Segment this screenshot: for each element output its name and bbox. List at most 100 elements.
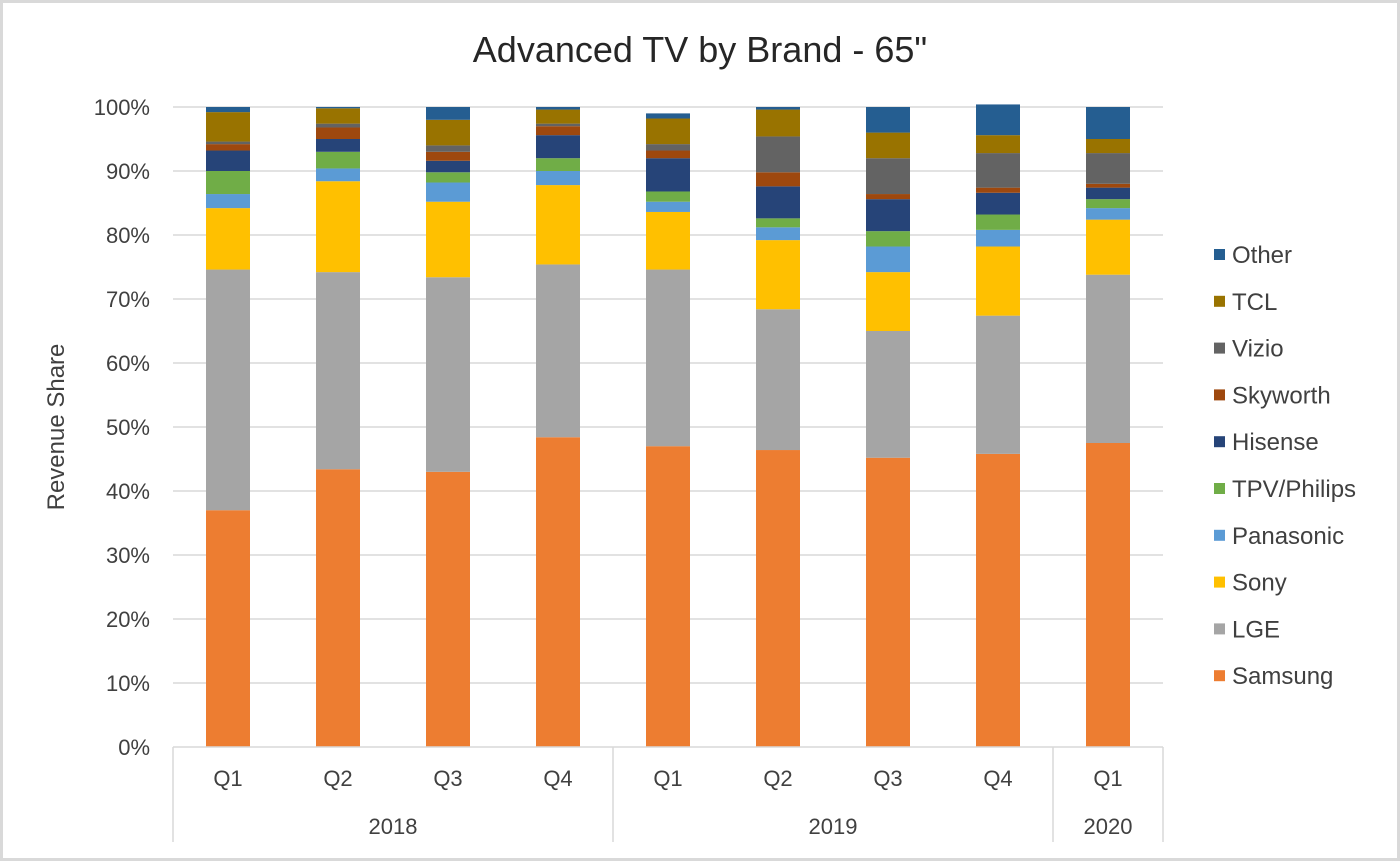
bar-segment-panasonic [756,227,800,241]
bar-segment-skyworth [756,172,800,187]
year-group-label: 2020 [1084,814,1133,839]
bar-segment-tpv-philips [976,214,1020,230]
bar-segment-sony [316,181,360,273]
bar-segment-skyworth [976,187,1020,193]
legend-item: Sony [1214,570,1287,597]
legend-label: Hisense [1232,429,1319,456]
x-tick-label: Q1 [653,766,682,791]
bar-segment-hisense [1086,187,1130,200]
y-tick-label: 40% [106,479,150,504]
bar-segment-hisense [536,135,580,159]
bar-segment-hisense [976,192,1020,215]
bar-segment-tpv-philips [756,218,800,228]
bar-segment-vizio [646,144,690,151]
x-tick-label: Q3 [433,766,462,791]
legend-swatch [1214,249,1225,260]
bar-segment-hisense [426,160,470,173]
legend-item: Hisense [1214,429,1319,456]
bar-segment-other [866,107,910,133]
legend-item: Panasonic [1214,523,1344,550]
bar-segment-panasonic [316,168,360,182]
bar-segment-hisense [316,139,360,152]
chart-title: Advanced TV by Brand - 65" [473,29,927,70]
y-tick-label: 30% [106,543,150,568]
bar-segment-panasonic [206,194,250,209]
x-tick-label: Q4 [543,766,572,791]
bar-segment-lge [756,309,800,451]
bar-segment-other [426,107,470,120]
year-group-label: 2018 [369,814,418,839]
y-tick-label: 90% [106,159,150,184]
legend-label: Other [1232,242,1292,269]
bar-segment-skyworth [206,144,250,151]
bar-segment-lge [206,269,250,511]
axes: 0% 10% 20% 30% 40% 50% 60% 70% 80% 90% 100% Q1 Q2 Q3 Q… [94,95,1164,842]
bar-segment-samsung [536,437,580,747]
bar-segment-panasonic [536,171,580,186]
legend-item: TCL [1214,289,1277,316]
y-tick-label: 100% [94,95,150,120]
bar-segment-skyworth [536,126,580,136]
bar-segment-skyworth [426,151,470,161]
x-tick-label: Q4 [983,766,1012,791]
legend-item: Other [1214,242,1292,269]
bar-segment-other [976,104,1020,136]
bar-segment-other [206,107,250,113]
bar-segment-skyworth [316,127,360,139]
legend-swatch [1214,295,1225,307]
bar-segment-skyworth [1086,183,1130,188]
bar-segment-lge [976,315,1020,454]
year-group-label: 2019 [809,814,858,839]
bar-segment-tcl [316,108,360,124]
legend-swatch [1214,529,1225,541]
legend-item: TPV/Philips [1214,476,1356,503]
bar-segment-panasonic [426,182,470,202]
bar-segment-lge [866,331,910,458]
bar-segment-sony [206,208,250,270]
bar-segment-hisense [646,158,690,192]
y-tick-label: 10% [106,671,150,696]
x-tick-label: Q1 [213,766,242,791]
legend-label: Samsung [1232,663,1333,690]
bar-segment-hisense [206,150,250,171]
legend-swatch [1214,342,1225,354]
bar-segment-sony [976,246,1020,316]
legend-item: Skyworth [1214,382,1331,409]
legend-label: Skyworth [1232,382,1331,409]
bar-segment-sony [866,272,910,331]
y-tick-label: 50% [106,415,150,440]
bar-segment-lge [426,277,470,472]
bar-segment-other [1086,107,1130,139]
x-tick-label: Q1 [1093,766,1122,791]
bar-segment-lge [646,269,690,447]
bar-segment-tcl [206,112,250,142]
legend-item: Vizio [1214,336,1284,363]
legend-item: LGE [1214,616,1280,643]
legend-swatch [1214,623,1225,635]
bar-segment-tpv-philips [866,231,910,247]
y-tick-label: 20% [106,607,150,632]
y-tick-label: 80% [106,223,150,248]
bar-segment-vizio [866,158,910,195]
bar-segment-vizio [426,145,470,152]
bar-segment-skyworth [646,150,690,159]
y-tick-label: 70% [106,287,150,312]
legend-swatch [1214,576,1225,588]
bar-segment-other [316,107,360,109]
legend-label: Sony [1232,570,1287,597]
bar-segment-tcl [1086,139,1130,154]
legend-item: Samsung [1214,663,1333,690]
bar-segment-vizio [536,123,580,127]
bar-segment-samsung [1086,443,1130,747]
bar-segment-sony [536,185,580,265]
bar-segment-lge [316,272,360,470]
bar-segment-samsung [316,469,360,747]
bar-segment-tpv-philips [646,191,690,202]
legend-swatch [1214,670,1225,682]
legend-label: Vizio [1232,336,1284,363]
bar-segment-tpv-philips [1086,199,1130,209]
bar-segment-sony [646,211,690,270]
bar-segment-samsung [866,457,910,747]
bar-segment-other [646,113,690,119]
